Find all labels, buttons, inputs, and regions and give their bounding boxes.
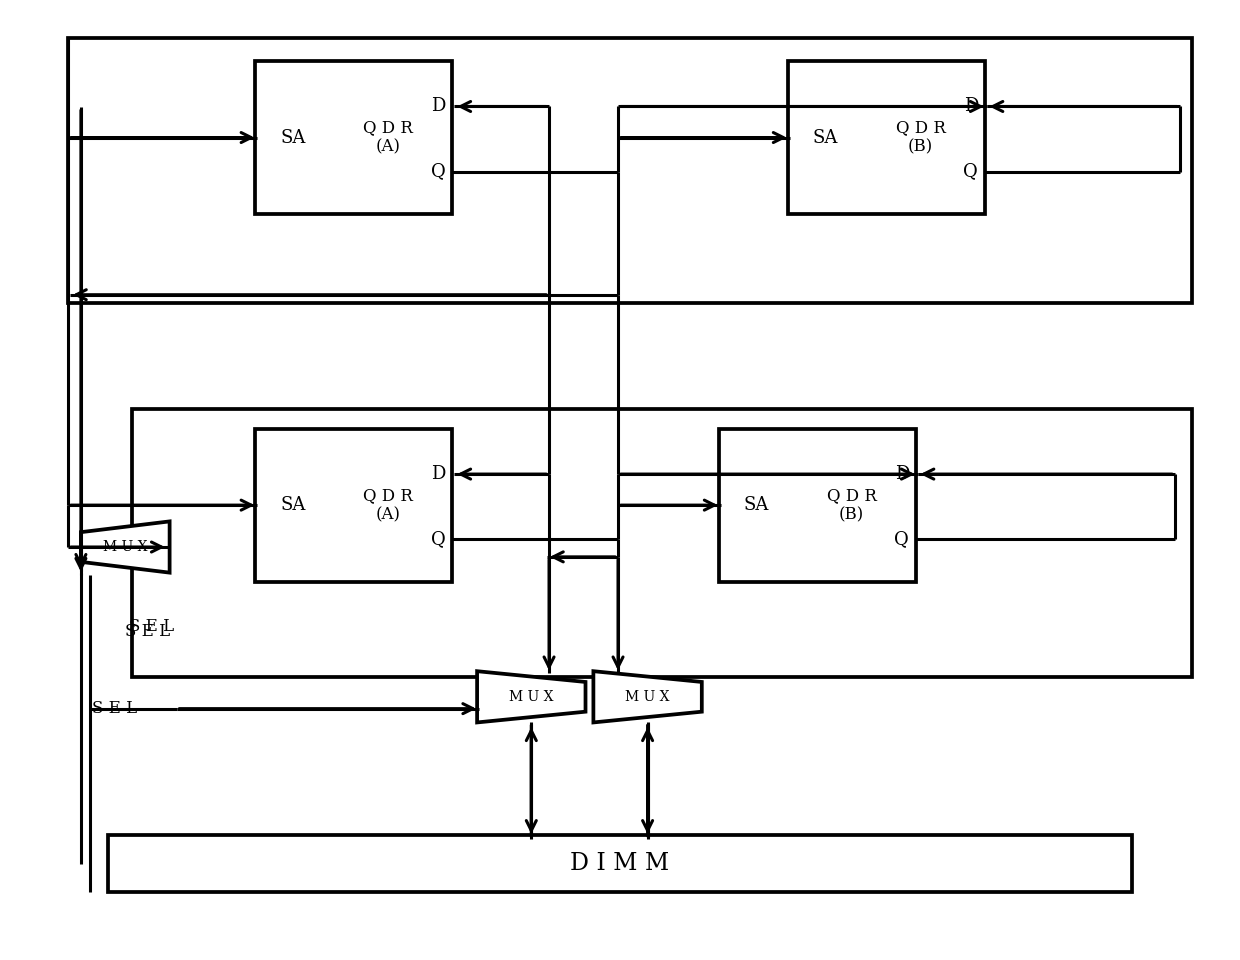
Polygon shape [594, 671, 702, 723]
Polygon shape [81, 521, 170, 573]
Bar [718, 429, 915, 582]
Text: D: D [963, 98, 978, 115]
Bar [108, 835, 1132, 892]
Text: M U X: M U X [510, 690, 553, 704]
Text: Q: Q [894, 530, 909, 548]
Text: Q: Q [432, 530, 446, 548]
Text: Q: Q [432, 162, 446, 180]
Bar [68, 38, 1192, 302]
Text: Q D R
(B): Q D R (B) [827, 487, 877, 523]
Text: S E L: S E L [125, 623, 170, 640]
Text: D: D [895, 465, 909, 483]
Bar [133, 409, 1192, 677]
Text: Q D R
(A): Q D R (A) [363, 119, 413, 156]
Polygon shape [477, 671, 585, 723]
Text: Q D R
(B): Q D R (B) [895, 119, 946, 156]
Text: SA: SA [280, 129, 305, 147]
Text: Q: Q [963, 162, 978, 180]
Text: S E L: S E L [92, 700, 138, 717]
Text: SA: SA [280, 496, 305, 515]
Bar [787, 61, 985, 214]
Text: M U X: M U X [103, 540, 148, 554]
Bar [255, 429, 453, 582]
Text: SA: SA [743, 496, 769, 515]
Text: M U X: M U X [625, 690, 670, 704]
Text: D: D [432, 98, 446, 115]
Bar [255, 61, 453, 214]
Text: Q D R
(A): Q D R (A) [363, 487, 413, 523]
Text: D I M M: D I M M [570, 852, 670, 875]
Text: D: D [432, 465, 446, 483]
Text: SA: SA [812, 129, 838, 147]
Text: S E L: S E L [129, 618, 175, 636]
